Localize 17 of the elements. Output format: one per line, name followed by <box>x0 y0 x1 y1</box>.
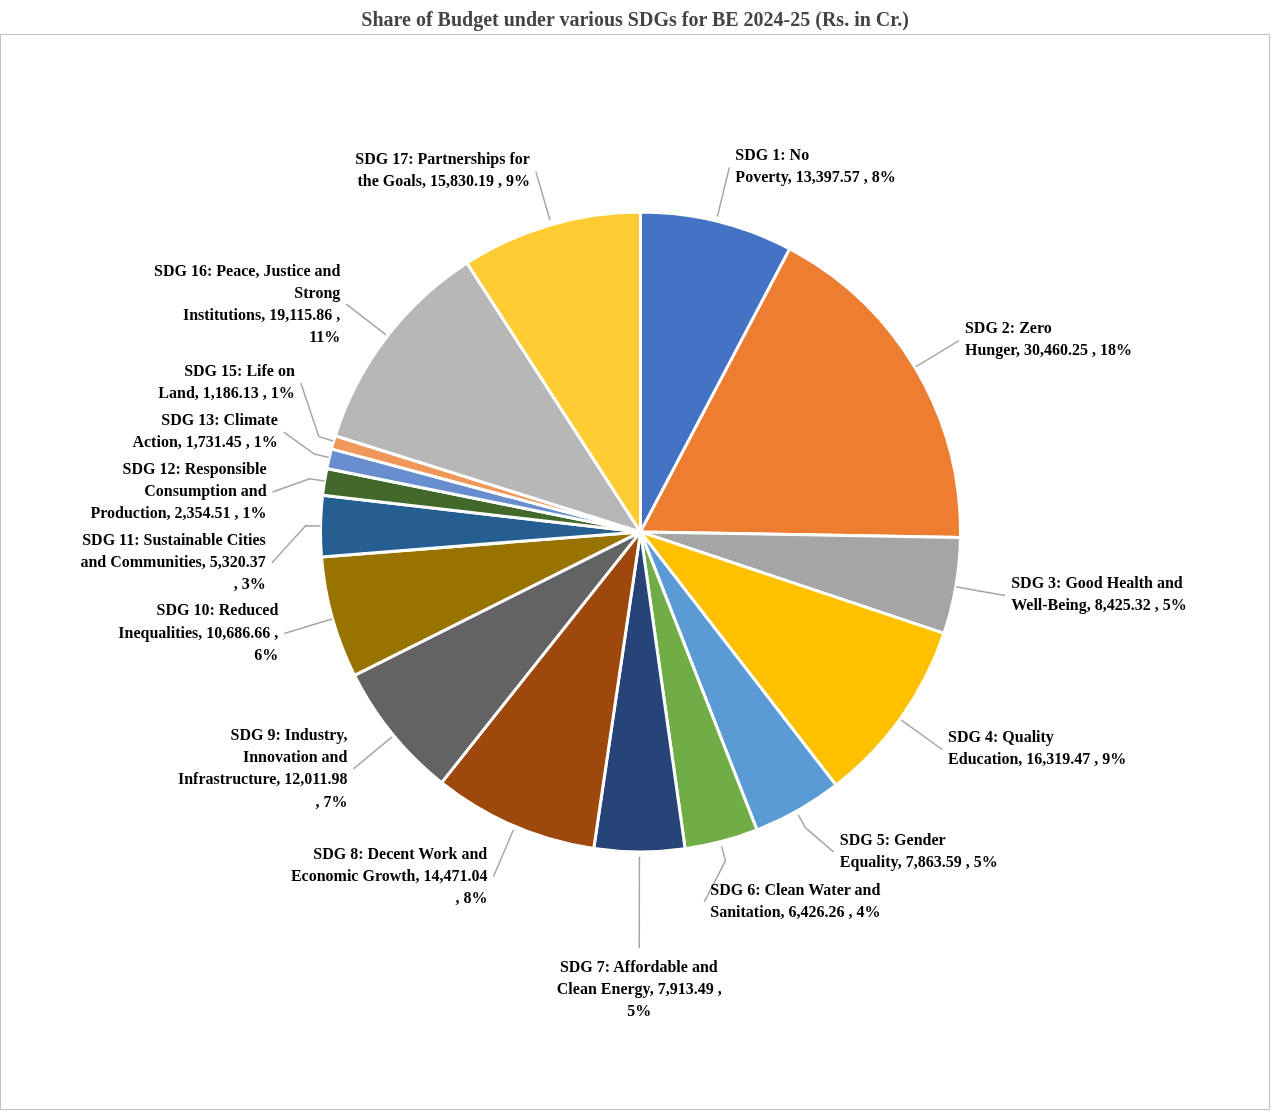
slice-label: SDG 9: Industry, Innovation and Infrastructure, 12,011.98 , 7% <box>177 726 348 810</box>
slice-label: SDG 11: Sustainable Cities and Communities, 5,320.37 , 3% <box>80 531 266 593</box>
slice-label: SDG 4: Quality Education, 16,319.47 , 9% <box>948 728 1127 768</box>
slice-label: SDG 6: Clean Water and Sanitation, 6,426.26 , 4% <box>710 880 881 920</box>
slice-label: SDG 7: Affordable and Clean Energy, 7,913.49 , 5% <box>556 958 722 1020</box>
slice-label: SDG 15: Life on Land, 1,186.13 , 1% <box>158 361 295 401</box>
slice-label: SDG 17: Partnerships for the Goals, 15,830.19 , 9% <box>355 150 530 190</box>
slice-label: SDG 3: Good Health and Well-Being, 8,425.32 , 5% <box>1011 574 1187 615</box>
slice-label: SDG 8: Decent Work and Economic Growth, 14,471.04 , 8% <box>290 844 488 906</box>
slice-label: SDG 5: Gender Equality, 7,863.59 , 5% <box>839 830 998 871</box>
slice-label: SDG 13: Climate Action, 1,731.45 , 1% <box>132 410 278 450</box>
chart-title: Share of Budget under various SDGs for BE 2024-25 (Rs. in Cr.) <box>361 7 909 31</box>
slice-label: SDG 2: Zero Hunger, 30,460.25 , 18% <box>964 319 1132 360</box>
slice-label: SDG 12: Responsible Consumption and Production, 2,354.51 , 1% <box>90 459 267 522</box>
slice-label: SDG 10: Reduced Inequalities, 10,686.66 , 6% <box>118 601 279 663</box>
slice-label: SDG 1: No Poverty, 13,397.57 , 8% <box>735 145 896 187</box>
slice-label: SDG 16: Peace, Justice and Strong Institutions, 19,115.86 , 11% <box>154 261 341 345</box>
